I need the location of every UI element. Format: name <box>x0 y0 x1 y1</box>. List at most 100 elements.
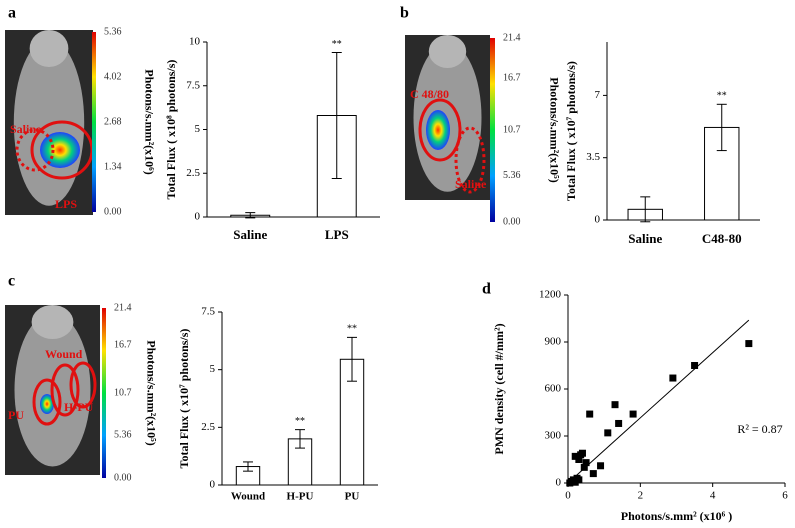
mouse-head <box>29 30 69 67</box>
colorbar-tick-label: 0.00 <box>114 472 132 483</box>
y-tick-label: 2.5 <box>186 167 200 179</box>
trendline <box>567 319 750 484</box>
signal-blob <box>40 394 54 414</box>
x-axis-label: Photons/s.mm² (x10⁶ ) <box>621 509 733 523</box>
x-tick-label: 6 <box>782 490 788 502</box>
colorbar-tick-label: 21.4 <box>114 302 132 313</box>
point <box>604 429 612 437</box>
colorbar-label: Photons/s.mm²(x10⁵) <box>144 340 158 446</box>
point <box>580 463 588 471</box>
point <box>611 401 619 409</box>
y-tick-label: 7.5 <box>186 79 200 91</box>
image-annotation: Wound <box>45 347 83 361</box>
image-annotation: C 48/80 <box>410 87 449 101</box>
mouse-head <box>31 305 74 339</box>
roi <box>50 363 80 417</box>
y-tick-label: 7.5 <box>201 306 215 318</box>
point <box>582 459 590 467</box>
colorbar-tick-label: 10.7 <box>114 387 132 398</box>
signal-blob <box>40 132 80 168</box>
colorbar-tick-label: 16.7 <box>503 73 521 84</box>
x-tick-label: PU <box>345 491 360 503</box>
panel-letter: a <box>8 5 16 22</box>
y-axis-label: Total Flux ( x10⁷ photons/s) <box>177 329 191 469</box>
colorbar-tick-label: 4.02 <box>104 71 122 82</box>
y-tick-label: 0 <box>556 477 562 489</box>
colorbar-tick-label: 5.36 <box>114 430 132 441</box>
image-annotation: Saline <box>10 122 42 136</box>
image-annotation: Saline <box>455 177 487 191</box>
point <box>575 456 583 463</box>
y-axis-label: Total Flux ( x10⁷ photons/s) <box>564 61 578 201</box>
roi <box>454 126 486 194</box>
signal-blob <box>426 110 450 150</box>
point <box>589 470 597 478</box>
y-tick-label: 2.5 <box>201 421 215 433</box>
colorbar <box>102 308 106 478</box>
colorbar-label: Photons/s.mm²(x10⁶) <box>142 69 156 175</box>
point <box>691 362 699 369</box>
x-tick-label: 0 <box>565 490 571 502</box>
colorbar-tick-label: 0.00 <box>503 216 521 227</box>
colorbar-tick-label: 21.4 <box>503 32 521 43</box>
y-tick-label: 1200 <box>539 289 562 301</box>
significance: ** <box>347 324 357 335</box>
point <box>575 476 583 484</box>
x-tick-label: Saline <box>628 231 662 246</box>
colorbar-label: Photons/s.mm²(x10⁵) <box>547 77 561 183</box>
y-tick-label: 0 <box>595 214 601 226</box>
point <box>571 452 579 460</box>
roi <box>418 98 462 162</box>
point <box>629 410 637 418</box>
significance: ** <box>295 416 305 427</box>
r-squared: R² = 0.87 <box>737 422 782 436</box>
point <box>745 340 753 348</box>
x-tick-label: 4 <box>710 490 716 502</box>
colorbar-tick-label: 16.7 <box>114 340 132 351</box>
image-annotation: LPS <box>55 197 77 211</box>
y-tick-label: 10 <box>189 36 201 48</box>
point <box>597 462 605 470</box>
colorbar-tick-label: 0.00 <box>104 206 122 217</box>
x-tick-label: LPS <box>325 227 349 242</box>
y-tick-label: 300 <box>545 430 562 442</box>
y-tick-label: 900 <box>545 336 562 348</box>
point <box>615 419 623 427</box>
y-tick-label: 5 <box>210 363 216 375</box>
point <box>571 478 579 486</box>
roi <box>15 128 55 172</box>
y-tick-label: 0 <box>210 479 216 491</box>
point <box>669 374 677 382</box>
y-axis-label: PMN density (cell #/mm²) <box>492 323 506 454</box>
colorbar <box>490 38 495 222</box>
panel-letter: b <box>400 5 409 22</box>
roi <box>69 361 97 409</box>
colorbar-tick-label: 10.7 <box>503 124 521 135</box>
y-tick-label: 600 <box>545 383 562 395</box>
panel-letter: d <box>482 281 491 298</box>
y-tick-label: 7 <box>595 89 601 101</box>
roi <box>32 378 62 426</box>
y-tick-label: 3.5 <box>586 151 600 163</box>
x-tick-label: Saline <box>233 227 267 242</box>
colorbar-tick-label: 2.68 <box>104 116 122 127</box>
image-annotation: H-PU <box>64 400 94 414</box>
point <box>586 410 594 418</box>
image-annotation: PU <box>8 408 24 422</box>
colorbar-tick-label: 1.34 <box>104 161 122 172</box>
panel-letter: c <box>8 273 15 290</box>
x-tick-label: C48-80 <box>702 231 742 246</box>
x-tick-label: H-PU <box>287 491 314 503</box>
y-axis-label: Total Flux ( x10⁸ photons/s) <box>164 60 178 200</box>
x-tick-label: Wound <box>231 491 265 503</box>
point <box>578 449 586 457</box>
significance: ** <box>717 91 727 102</box>
significance: ** <box>332 39 342 50</box>
mouse-head <box>428 35 467 68</box>
y-tick-label: 0 <box>195 211 201 223</box>
colorbar-tick-label: 5.36 <box>104 26 122 37</box>
x-tick-label: 2 <box>638 490 644 502</box>
colorbar-tick-label: 5.36 <box>503 170 521 181</box>
